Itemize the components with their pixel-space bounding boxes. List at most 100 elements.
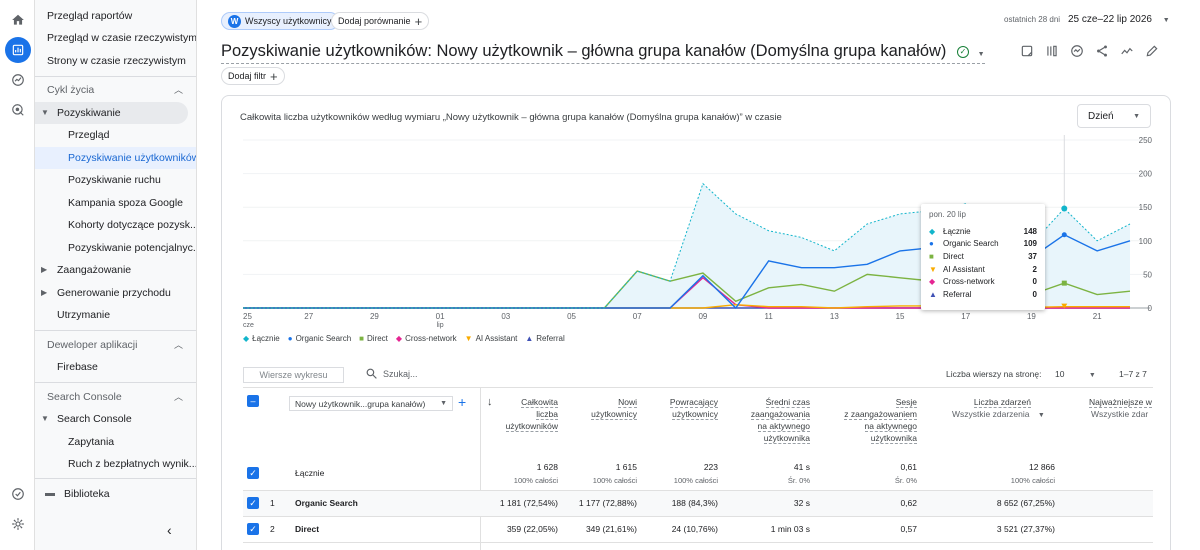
granularity-value: Dzień xyxy=(1088,110,1114,122)
sidebar-item-non-google-campaign[interactable]: Kampania spoza Google xyxy=(68,197,183,209)
sidebar-item-realtime-pages[interactable]: Strony w czasie rzeczywistym xyxy=(47,55,186,67)
add-comparison-button[interactable]: Dodaj porównanie + xyxy=(331,12,430,30)
sidebar-item-organic-search-traffic[interactable]: Ruch z bezpłatnych wynik... xyxy=(68,458,197,470)
insights-icon[interactable] xyxy=(9,485,27,503)
tooltip-value: 2 xyxy=(1032,264,1037,274)
legend-item[interactable]: ▲ Referral xyxy=(525,334,564,343)
sidebar-item-search-console[interactable]: ▼ Search Console xyxy=(35,408,196,430)
tooltip-value: 37 xyxy=(1028,251,1037,261)
sidebar-item-firebase[interactable]: Firebase xyxy=(57,361,98,373)
sidebar-item-engagement[interactable]: ▶ Zaangażowanie xyxy=(35,259,196,281)
search-icon[interactable] xyxy=(365,367,378,380)
rows-per-page-select[interactable]: 10 ▼ xyxy=(1055,369,1096,379)
divider xyxy=(35,382,196,383)
row-checkbox[interactable]: ✓ xyxy=(247,497,259,509)
check-circle-icon: ✓ xyxy=(957,45,970,58)
sidebar-section-lifecycle[interactable]: Cykl życia ︿ xyxy=(35,79,196,101)
nav-rail xyxy=(0,0,35,550)
column-header-avg-engagement[interactable]: Średni czas zaangażowania na aktywnego u… xyxy=(718,396,810,444)
rows-per-page-value: 10 xyxy=(1055,369,1065,379)
legend-item[interactable]: ▼ AI Assistant xyxy=(465,334,518,343)
totals-label: Łącznie xyxy=(295,468,325,478)
granularity-select[interactable]: Dzień ▼ xyxy=(1077,104,1151,128)
totals-value: 41 s xyxy=(793,462,810,472)
tooltip-marker: ◆ xyxy=(929,277,936,287)
column-header-returning-users[interactable]: Powracający użytkownicy xyxy=(637,396,718,420)
column-divider xyxy=(480,388,481,550)
sidebar-section-search-console[interactable]: Search Console ︿ xyxy=(35,386,196,408)
segment-chip-all-users[interactable]: W Wszyscy użytkownicy xyxy=(221,12,339,30)
select-all-checkbox[interactable]: – xyxy=(247,395,259,407)
add-filter-button[interactable]: Dodaj filtr + xyxy=(221,67,285,85)
plot-rows-button[interactable]: Wiersze wykresu xyxy=(243,367,344,383)
sidebar-item-queries[interactable]: Zapytania xyxy=(68,436,115,448)
row-value: 32 s xyxy=(793,498,810,508)
row-checkbox[interactable]: ✓ xyxy=(247,523,259,535)
sidebar-item-acquisition[interactable]: ▼ Pozyskiwanie xyxy=(35,102,188,124)
date-range-picker[interactable]: 25 cze–22 lip 2026 ▼ xyxy=(1068,14,1170,25)
tooltip-marker: ■ xyxy=(929,251,934,261)
collapse-sidebar-icon[interactable]: ‹ xyxy=(167,522,172,538)
totals-checkbox[interactable]: ✓ xyxy=(247,467,259,479)
search-input[interactable]: Szukaj... xyxy=(383,369,418,379)
column-header-event-count[interactable]: Liczba zdarzeń xyxy=(917,396,1031,408)
row-value: 0,62 xyxy=(900,498,917,508)
sidebar-item-realtime-overview[interactable]: Przegląd w czasie rzeczywistym xyxy=(47,32,197,44)
tooltip-value: 109 xyxy=(1023,239,1037,249)
row-channel-name[interactable]: Organic Search xyxy=(295,498,358,508)
sidebar-item-user-acquisition[interactable]: Pozyskiwanie użytkowników xyxy=(35,147,196,169)
row-channel-name[interactable]: Direct xyxy=(295,524,320,534)
pencil-icon[interactable] xyxy=(1145,44,1161,60)
column-header-new-users[interactable]: Nowi użytkownicy xyxy=(558,396,637,420)
add-comparison-label: Dodaj porównanie xyxy=(338,16,411,26)
sidebar-item-reports-overview[interactable]: Przegląd raportów xyxy=(47,10,133,22)
column-header-key-events[interactable]: Najważniejsze w xyxy=(1031,396,1153,408)
segment-avatar: W xyxy=(228,14,241,28)
compare-icon[interactable] xyxy=(1045,44,1061,60)
header-label: Najważniejsze w xyxy=(1089,397,1152,408)
share-icon[interactable] xyxy=(1095,44,1111,60)
column-header-total-users[interactable]: Całkowita liczba użytkowników xyxy=(480,396,558,432)
sidebar-item-library[interactable]: ▬ Biblioteka xyxy=(35,483,196,505)
legend-item[interactable]: ● Organic Search xyxy=(288,334,351,343)
reports-icon[interactable] xyxy=(5,37,31,63)
insights-icon[interactable] xyxy=(1070,44,1086,60)
chart-legend: ◆ Łącznie ● Organic Search ■ Direct ◆ Cross-net… xyxy=(243,334,565,343)
add-dimension-plus-icon[interactable]: + xyxy=(458,394,467,410)
sidebar-section-developer[interactable]: Deweloper aplikacji ︿ xyxy=(35,334,196,356)
sidebar-item-monetization[interactable]: ▶ Generowanie przychodu xyxy=(35,282,196,304)
key-event-filter-select[interactable]: Wszystkie zdar xyxy=(1091,409,1149,419)
sidebar-item-label: Biblioteka xyxy=(64,488,110,500)
column-header-engaged-sessions[interactable]: Sesje z zaangażowaniem na aktywnego użyt… xyxy=(810,396,917,444)
sidebar-item-acquisition-cohorts[interactable]: Kohorty dotyczące pozysk... xyxy=(68,219,197,231)
sort-arrow-down-icon[interactable]: ↓ xyxy=(487,396,493,408)
home-icon[interactable] xyxy=(9,11,27,29)
totals-value: 12 866 xyxy=(1029,462,1055,472)
plus-icon: + xyxy=(414,13,423,29)
edit-comment-icon[interactable] xyxy=(1020,44,1036,60)
settings-gear-icon[interactable] xyxy=(9,515,27,533)
dimension-select[interactable]: Nowy użytkownik...grupa kanałów) ▼ xyxy=(289,396,453,411)
sidebar-item-acq-overview[interactable]: Przegląd xyxy=(68,129,110,141)
explore-icon[interactable] xyxy=(9,71,27,89)
page-title[interactable]: Pozyskiwanie użytkowników: Nowy użytkown… xyxy=(221,42,985,64)
totals-subvalue: 100% całości xyxy=(1010,476,1055,485)
advertising-icon[interactable] xyxy=(9,101,27,119)
row-value: 349 (21,61%) xyxy=(585,524,637,534)
chevron-up-icon: ︿ xyxy=(173,85,183,95)
legend-item[interactable]: ◆ Cross-network xyxy=(396,334,457,343)
sidebar-item-traffic-acquisition[interactable]: Pozyskiwanie ruchu xyxy=(68,174,161,186)
tooltip-row: ◆ Łącznie 148 xyxy=(929,225,1037,238)
legend-item[interactable]: ■ Direct xyxy=(359,334,388,343)
legend-item[interactable]: ◆ Łącznie xyxy=(243,334,280,343)
header-label: Całkowita liczba użytkowników xyxy=(505,397,558,432)
legend-label: Referral xyxy=(536,334,565,343)
trend-icon[interactable] xyxy=(1120,44,1136,60)
table-row[interactable] xyxy=(243,491,1153,517)
sidebar-item-lead-acquisition[interactable]: Pozyskiwanie potencjalnyc... xyxy=(68,242,197,254)
event-filter-select[interactable]: Wszystkie zdarzenia ▼ xyxy=(952,409,1045,419)
tooltip-row: ◆ Cross-network 0 xyxy=(929,275,1037,288)
caret-down-icon: ▼ xyxy=(1088,372,1096,379)
event-filter-value: Wszystkie zdarzenia xyxy=(952,409,1030,419)
sidebar-item-retention[interactable]: Utrzymanie xyxy=(57,309,111,321)
